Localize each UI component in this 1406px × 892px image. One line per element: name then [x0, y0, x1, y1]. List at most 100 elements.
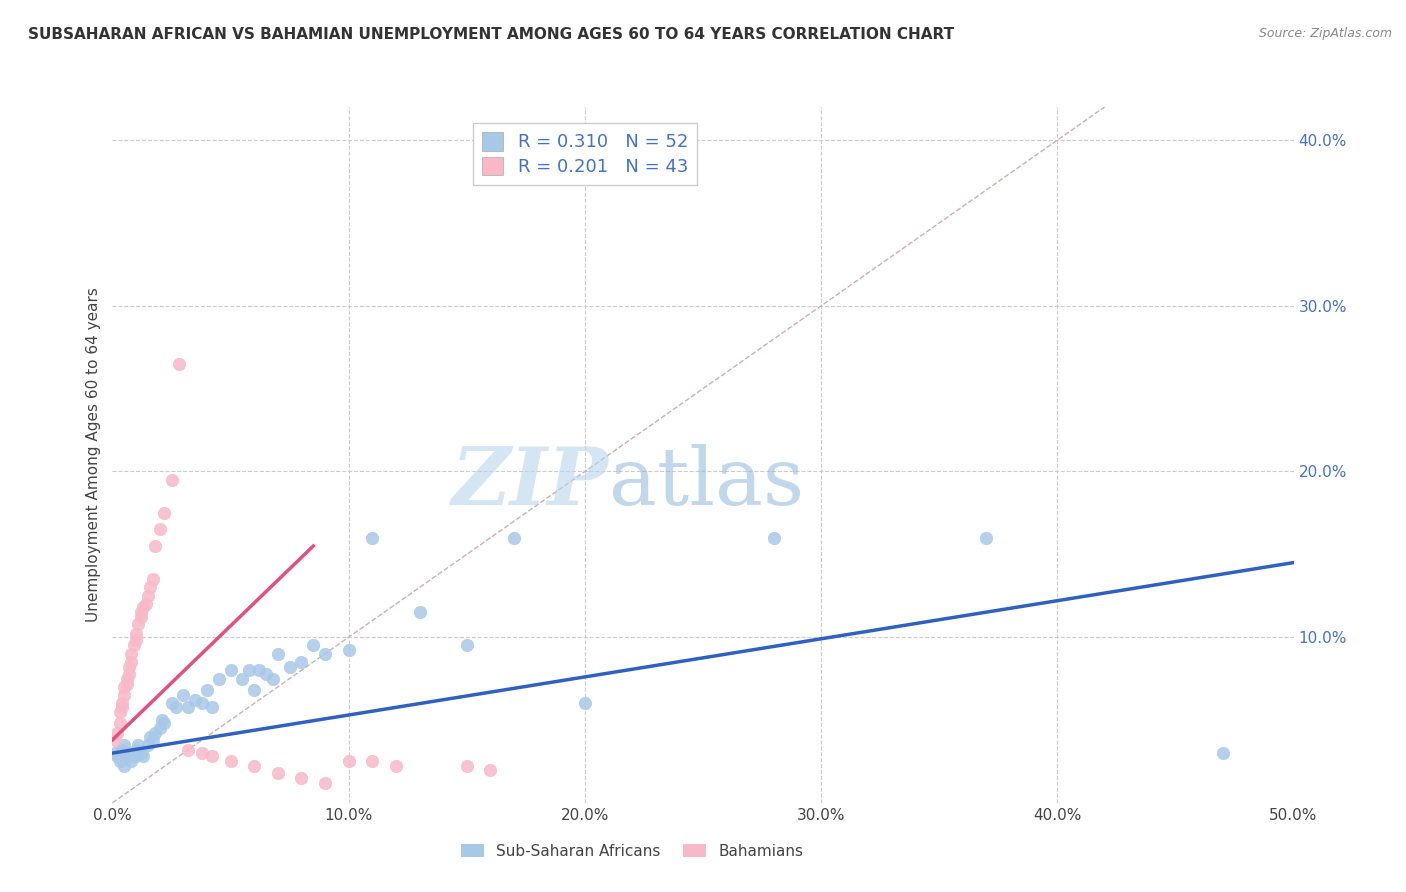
Point: [129, 746, 152, 760]
Point: [314, 647, 336, 661]
Point: [177, 743, 200, 757]
Point: [219, 663, 242, 677]
Point: [267, 766, 290, 780]
Point: [135, 597, 157, 611]
Point: [136, 589, 159, 603]
Point: [337, 755, 360, 769]
Point: [167, 357, 190, 371]
Point: [503, 531, 526, 545]
Point: [143, 726, 166, 740]
Point: [243, 683, 266, 698]
Text: ZIP: ZIP: [451, 444, 609, 522]
Point: [191, 746, 214, 760]
Point: [574, 697, 596, 711]
Point: [385, 759, 408, 773]
Point: [120, 647, 142, 661]
Text: Source: ZipAtlas.com: Source: ZipAtlas.com: [1258, 27, 1392, 40]
Point: [112, 688, 135, 702]
Point: [160, 697, 183, 711]
Point: [112, 738, 135, 752]
Point: [127, 616, 149, 631]
Point: [127, 738, 149, 752]
Point: [129, 610, 152, 624]
Point: [105, 749, 128, 764]
Point: [142, 572, 165, 586]
Point: [976, 531, 998, 545]
Point: [132, 600, 155, 615]
Point: [314, 776, 336, 790]
Point: [1212, 746, 1234, 760]
Point: [125, 749, 148, 764]
Point: [254, 666, 277, 681]
Point: [112, 759, 135, 773]
Point: [267, 647, 290, 661]
Point: [219, 755, 242, 769]
Point: [125, 743, 148, 757]
Point: [149, 721, 172, 735]
Point: [142, 732, 165, 747]
Text: atlas: atlas: [609, 443, 804, 522]
Point: [456, 639, 478, 653]
Point: [120, 655, 142, 669]
Point: [118, 660, 141, 674]
Point: [408, 605, 430, 619]
Point: [108, 716, 131, 731]
Point: [290, 771, 312, 785]
Point: [238, 663, 260, 677]
Point: [479, 763, 502, 777]
Point: [125, 633, 148, 648]
Point: [160, 473, 183, 487]
Point: [136, 738, 159, 752]
Point: [165, 699, 187, 714]
Point: [115, 676, 138, 690]
Point: [201, 749, 224, 764]
Point: [361, 531, 384, 545]
Point: [195, 683, 218, 698]
Point: [129, 605, 152, 619]
Point: [762, 531, 785, 545]
Point: [111, 697, 134, 711]
Point: [132, 749, 155, 764]
Point: [177, 699, 200, 714]
Point: [153, 716, 176, 731]
Point: [243, 759, 266, 773]
Point: [139, 581, 162, 595]
Y-axis label: Unemployment Among Ages 60 to 64 years: Unemployment Among Ages 60 to 64 years: [86, 287, 101, 623]
Point: [115, 672, 138, 686]
Legend: Sub-Saharan Africans, Bahamians: Sub-Saharan Africans, Bahamians: [454, 838, 810, 864]
Point: [150, 713, 173, 727]
Point: [361, 755, 384, 769]
Point: [104, 746, 127, 760]
Point: [201, 699, 224, 714]
Point: [184, 693, 207, 707]
Point: [111, 743, 134, 757]
Point: [108, 705, 131, 719]
Point: [262, 672, 284, 686]
Point: [247, 663, 270, 677]
Point: [104, 732, 127, 747]
Point: [120, 755, 142, 769]
Point: [456, 759, 478, 773]
Point: [108, 755, 131, 769]
Point: [278, 660, 301, 674]
Point: [118, 749, 141, 764]
Point: [231, 672, 253, 686]
Point: [115, 746, 138, 760]
Point: [122, 746, 145, 760]
Point: [125, 627, 148, 641]
Point: [191, 697, 214, 711]
Point: [122, 639, 145, 653]
Point: [172, 688, 194, 702]
Point: [111, 699, 134, 714]
Point: [149, 523, 172, 537]
Point: [143, 539, 166, 553]
Point: [112, 680, 135, 694]
Text: SUBSAHARAN AFRICAN VS BAHAMIAN UNEMPLOYMENT AMONG AGES 60 TO 64 YEARS CORRELATIO: SUBSAHARAN AFRICAN VS BAHAMIAN UNEMPLOYM…: [28, 27, 955, 42]
Point: [302, 639, 325, 653]
Point: [153, 506, 176, 520]
Point: [208, 672, 231, 686]
Point: [139, 730, 162, 744]
Point: [118, 666, 141, 681]
Point: [105, 726, 128, 740]
Point: [337, 643, 360, 657]
